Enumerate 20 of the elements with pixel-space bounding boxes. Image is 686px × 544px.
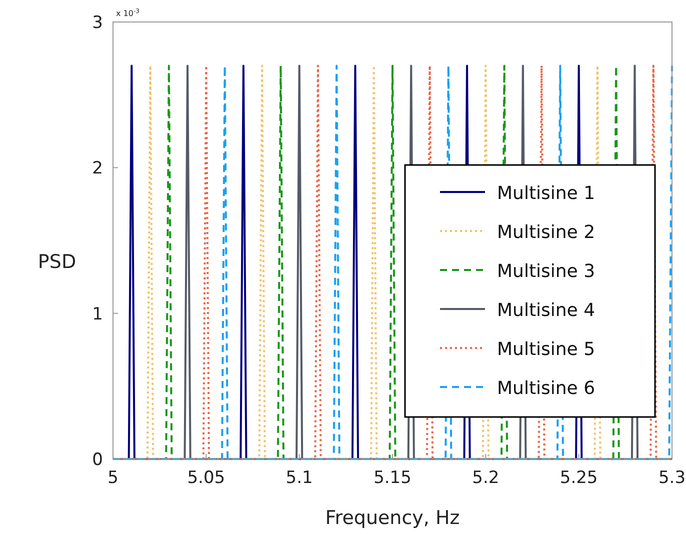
legend-label: Multisine 5	[497, 339, 596, 360]
legend-label: Multisine 2	[497, 222, 596, 243]
legend-label: Multisine 4	[497, 300, 596, 321]
x-tick-label: 5.25	[560, 468, 598, 488]
legend-label: Multisine 6	[497, 378, 596, 399]
text: x 10$^{-3}$	[116, 8, 140, 18]
x-tick-label: 5.1	[286, 468, 313, 488]
y-tick-label: 2	[92, 158, 103, 179]
x-tick-label: 5.05	[187, 468, 226, 488]
x-axis-title: Frequency, Hz	[325, 507, 460, 529]
y-tick-label: 3	[92, 13, 103, 33]
x-tick-label: 5.15	[374, 468, 412, 488]
y-tick-label: 0	[92, 450, 103, 470]
y-axis-title: PSD	[38, 251, 76, 273]
x-tick-label: 5.2	[472, 468, 500, 488]
y-tick-label: 1	[92, 304, 103, 324]
legend-label: Multisine 3	[497, 261, 596, 282]
legend-label: Multisine 1	[497, 183, 596, 204]
x-tick-label: 5.3	[658, 468, 686, 488]
x-tick-label: 5	[108, 468, 118, 488]
